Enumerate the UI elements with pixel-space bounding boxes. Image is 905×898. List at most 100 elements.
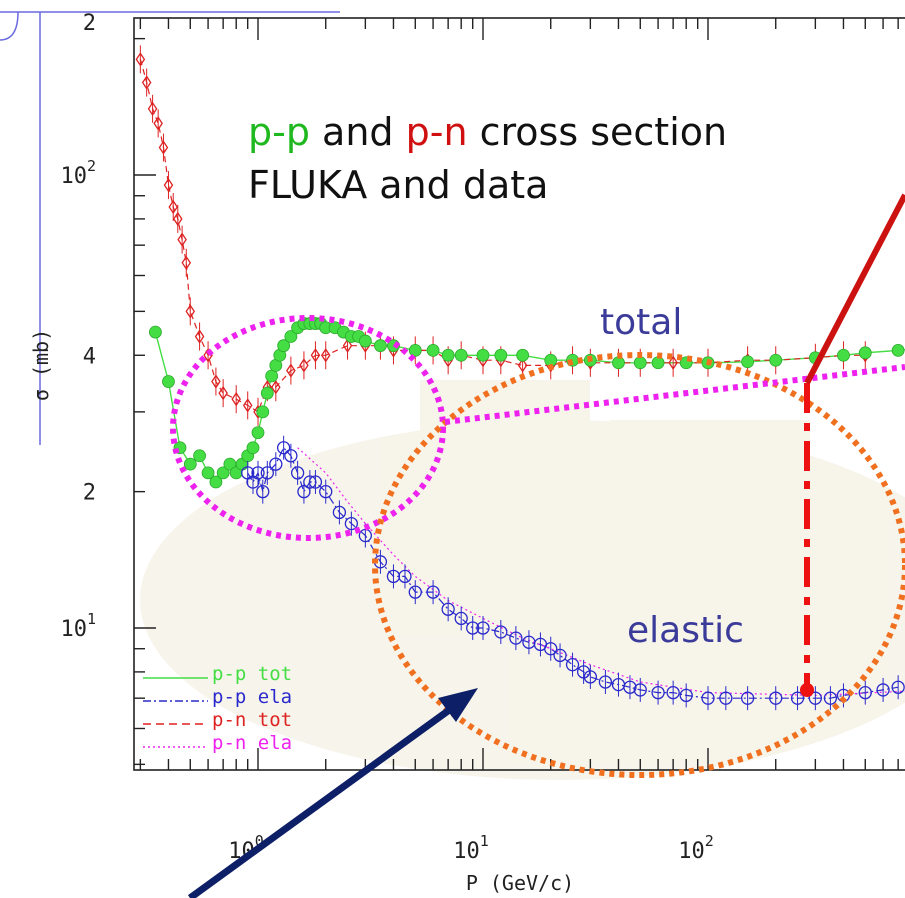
pp-ela-point bbox=[651, 685, 665, 700]
pn-tot-point bbox=[158, 140, 169, 155]
y-tick-label: 101 bbox=[60, 610, 96, 642]
chart-subtitle: FLUKA and data bbox=[248, 163, 548, 207]
pp-tot-point bbox=[251, 426, 265, 439]
pp-ela-point bbox=[408, 585, 422, 599]
pp-tot-point bbox=[358, 334, 372, 348]
pp-tot-point bbox=[837, 348, 850, 362]
pp-ela-point bbox=[790, 691, 805, 705]
pn-tot-point bbox=[194, 329, 205, 344]
pn-tot-point bbox=[320, 348, 331, 363]
x-tick-label: 101 bbox=[453, 832, 489, 864]
pp-ela-point bbox=[823, 691, 838, 705]
pn-tot-point bbox=[163, 177, 174, 193]
pp-ela-point bbox=[891, 680, 905, 694]
pn-tot-point bbox=[342, 338, 353, 353]
pp-ela-point bbox=[679, 688, 693, 703]
pp-tot-point bbox=[209, 475, 223, 489]
pp-ela-point bbox=[509, 631, 523, 645]
pn-tot-point bbox=[177, 232, 187, 247]
pp-ela-point bbox=[269, 457, 283, 471]
pp-tot-point bbox=[441, 348, 455, 362]
pp-tot-point bbox=[408, 344, 422, 357]
pp-ela-point bbox=[576, 665, 591, 679]
x-axis-title: P (GeV/c) bbox=[466, 871, 574, 895]
pp-tot-point bbox=[193, 449, 206, 463]
pp-ela-point bbox=[553, 648, 567, 663]
plot-area bbox=[133, 17, 905, 771]
pp-tot-point bbox=[651, 356, 665, 370]
pp-tot-point bbox=[201, 466, 215, 480]
legend-label: p-n ela bbox=[212, 732, 292, 754]
pp-ela-point bbox=[858, 685, 872, 700]
pp-tot-point bbox=[265, 369, 279, 383]
pp-tot-point bbox=[149, 325, 162, 339]
title-part-and: and bbox=[310, 110, 406, 154]
pp-ela-point bbox=[565, 658, 580, 672]
pn-tot-point bbox=[135, 52, 146, 67]
pn-tot-point bbox=[181, 255, 192, 270]
pp-ela-point bbox=[284, 449, 298, 463]
pp-tot-point bbox=[284, 330, 298, 343]
y-tick-label: 4 bbox=[83, 344, 96, 369]
pn-tot-point bbox=[231, 391, 241, 407]
y-tick-label: 2 bbox=[83, 11, 96, 36]
pp-ela-point bbox=[633, 683, 647, 697]
chart-title: p-p and p-n cross section bbox=[248, 110, 727, 154]
pp-tot-point bbox=[476, 348, 490, 362]
pn-tot-point bbox=[218, 385, 228, 401]
pp-tot-point bbox=[891, 344, 905, 357]
pn-tot-point bbox=[211, 374, 221, 389]
pp-ela-point bbox=[740, 691, 755, 705]
pp-tot-point bbox=[858, 346, 872, 360]
pp-ela-point bbox=[454, 611, 468, 626]
y-axis-title: σ (mb) bbox=[29, 329, 53, 401]
pp-ela-point bbox=[319, 484, 333, 499]
pp-ela-point bbox=[308, 475, 323, 489]
pp-tot-point bbox=[183, 457, 197, 471]
annotation-elastic: elastic bbox=[627, 610, 744, 651]
legend-label: p-p ela bbox=[212, 686, 292, 708]
pn-tot-point bbox=[242, 398, 253, 413]
legend-label: p-p tot bbox=[212, 663, 292, 685]
y-tick-label: 102 bbox=[60, 157, 96, 189]
title-part-cross-section: cross section bbox=[468, 110, 728, 154]
watermark-logo bbox=[140, 380, 905, 780]
red-arrow-line bbox=[804, 193, 905, 385]
pn-tot-point bbox=[286, 363, 296, 378]
pn-tot-point bbox=[517, 358, 528, 373]
pp-ela-point bbox=[441, 602, 455, 616]
pn-tot-point bbox=[668, 355, 678, 370]
pn-tot-point bbox=[141, 75, 152, 90]
pn-tot-point bbox=[147, 101, 158, 116]
pp-tot-point bbox=[246, 441, 260, 455]
pp-ela-point bbox=[398, 569, 412, 584]
navy-arrow bbox=[187, 688, 478, 898]
low-energy-region-ellipse bbox=[170, 315, 446, 541]
pp-ela-point bbox=[494, 625, 508, 639]
pp-tot-point bbox=[216, 466, 230, 480]
pp-ela-point bbox=[666, 685, 680, 700]
slide-frame bbox=[0, 11, 340, 445]
pn-tot-point bbox=[172, 211, 183, 227]
red-point-marker bbox=[800, 683, 814, 697]
magenta-dotted-connector bbox=[444, 364, 905, 425]
y-tick-label: 2 bbox=[83, 481, 96, 506]
pp-tot-point bbox=[769, 353, 783, 367]
pn-tot-point bbox=[299, 358, 309, 373]
pp-ela-point bbox=[344, 516, 359, 531]
pp-tot-point bbox=[494, 348, 508, 362]
pp-tot-point bbox=[454, 348, 468, 362]
pp-ela-curve bbox=[247, 446, 899, 699]
pp-ela-point bbox=[426, 585, 440, 599]
pp-tot-point bbox=[516, 348, 530, 362]
pn-tot-point bbox=[185, 304, 196, 319]
axis-ticks bbox=[134, 18, 899, 770]
pp-ela-point bbox=[251, 466, 265, 480]
pp-tot-point bbox=[741, 355, 755, 369]
pp-tot-point bbox=[374, 339, 387, 353]
pn-tot-point bbox=[271, 380, 281, 395]
pp-ela-point bbox=[701, 691, 715, 705]
pp-ela-point bbox=[583, 670, 598, 684]
pn-tot-point bbox=[153, 116, 163, 131]
